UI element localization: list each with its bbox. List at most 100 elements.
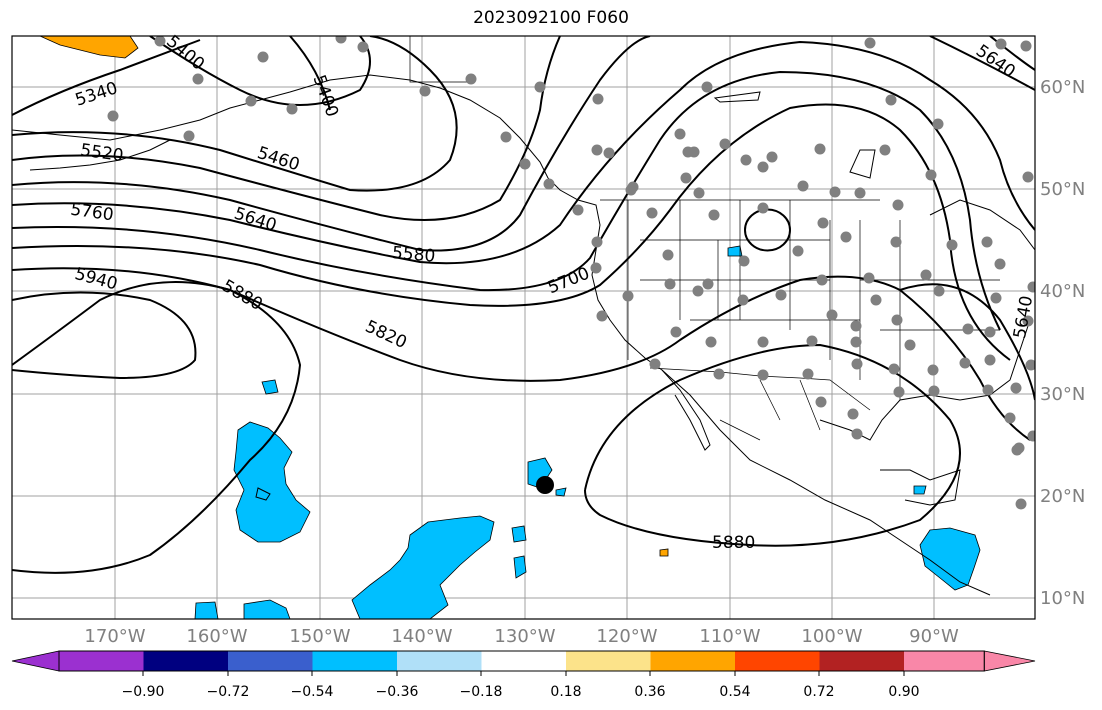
lat-label: 50°N [1040,179,1085,200]
colorbar-tick-labels: −0.90 −0.72 −0.54 −0.36 −0.18 0.18 0.36 … [122,684,920,700]
station-dot [1027,281,1035,293]
contour-5880-big [12,281,302,574]
colorbar-segment [397,651,482,671]
station-dot [1027,430,1035,442]
contour-5640-ne [929,36,1035,91]
station-dot [738,255,750,267]
station-dot [357,41,369,53]
station-dot [646,207,658,219]
contour-5340 [12,39,201,116]
station-dot [183,130,195,142]
station-markers [107,36,1035,510]
station-dot [693,187,705,199]
station-dot [757,202,769,214]
station-dot [257,51,269,63]
station-dot [920,269,932,281]
station-dot [1025,359,1035,371]
station-dot [994,258,1006,270]
station-dot [674,128,686,140]
station-dot [962,323,974,335]
station-dot [465,73,477,85]
station-dot [959,357,971,369]
colorbar-segment [481,651,567,671]
station-dot [500,131,512,143]
lon-label: 130°W [494,626,555,647]
station-dot [719,138,731,150]
map-frame [11,35,1036,620]
station-dot [688,146,700,158]
station-dot [797,180,809,192]
contour-5880-mex [584,343,961,547]
station-dot [904,339,916,351]
contour-5400-b [289,36,331,111]
station-dot [775,289,787,301]
station-dot [850,320,862,332]
shade-blue-2 [233,421,311,543]
colorbar: −0.90 −0.72 −0.54 −0.36 −0.18 0.18 0.36 … [11,650,1036,700]
station-dot [705,336,717,348]
station-dot [701,81,713,93]
coast-hudson [929,199,1035,251]
shade-blue-9 [243,599,291,619]
colorbar-tick-label: 0.72 [803,684,834,700]
station-dot [893,386,905,398]
station-dot [851,358,863,370]
station-dot [946,239,958,251]
contour-5760 [12,103,1011,361]
colorbar-segment [228,651,313,671]
station-dot [708,209,720,221]
station-dot [817,217,829,229]
lat-label: 30°N [1040,384,1085,405]
station-dot [1022,171,1034,183]
station-dot [591,144,603,156]
station-dot [596,310,608,322]
station-dot [854,187,866,199]
contour-label: 5880 [712,533,755,553]
station-dot [1011,444,1023,456]
coast-aleutians [29,139,171,171]
colorbar-extend-max [983,650,1036,672]
station-dot [757,336,769,348]
station-dot [519,158,531,170]
contour-5940 [12,291,197,380]
station-dot [245,95,257,107]
station-dot [863,272,875,284]
station-dot [1020,40,1032,52]
contour-5820-east [899,283,1035,401]
colorbar-extend-min [11,650,60,672]
map-panel: 5340 5400 5400 5460 5520 5580 5640 5640 … [11,32,1085,647]
station-dot [891,314,903,326]
gridlines [12,36,1035,619]
coast-baja [661,369,711,451]
political-borders [409,36,1000,441]
colorbar-segment [735,651,820,671]
station-dot [603,147,615,159]
station-dot [995,38,1007,50]
shade-blue-7 [513,555,527,579]
border-grid-states [627,200,1000,400]
station-dot [1004,412,1016,424]
contour-5760-ne [989,36,1035,71]
coast-gulf [819,319,1031,441]
station-dot [933,285,945,297]
station-dot [879,144,891,156]
station-dot [1022,315,1034,327]
contour-5460 [12,36,458,192]
contour-5820 [12,267,1031,441]
colorbar-ticks [142,671,905,676]
station-dot [984,354,996,366]
station-dot [814,143,826,155]
lon-label: 160°W [186,626,247,647]
station-dot [757,161,769,173]
contour-5580 [12,36,651,252]
station-dot [850,336,862,348]
station-dot [806,335,818,347]
shade-blue-8 [194,601,219,619]
contour-high-co [744,208,792,252]
station-dot [870,294,882,306]
station-dot [885,94,897,106]
station-dot [840,231,852,243]
shade-blue-12 [919,527,981,591]
station-dot [981,236,993,248]
